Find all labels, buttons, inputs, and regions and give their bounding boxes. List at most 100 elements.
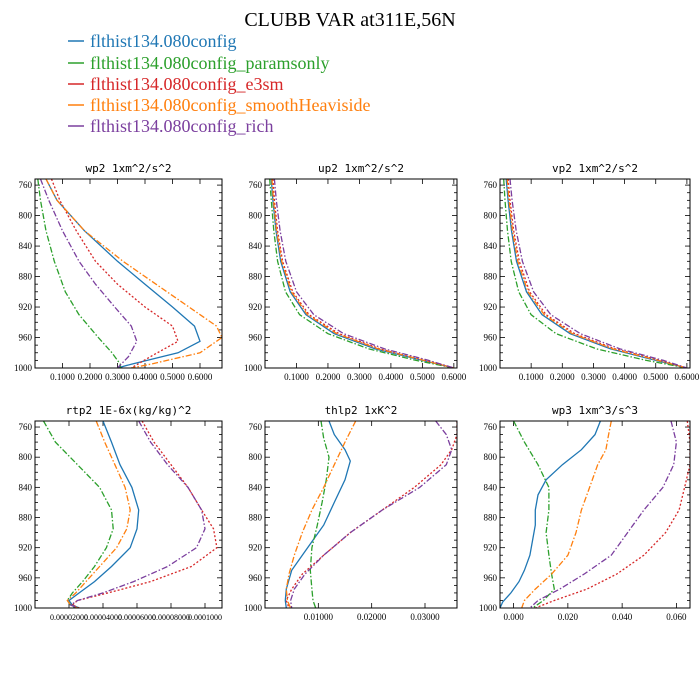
y-tick-label: 960 [19, 333, 33, 343]
x-tick-label: 0.5000 [160, 372, 185, 382]
x-tick-label: 0.000 [503, 612, 524, 622]
series-line-3 [506, 179, 688, 368]
y-tick-label: 1000 [479, 603, 498, 613]
y-tick-label: 840 [484, 482, 498, 492]
panel-title: wp2 1xm^2/s^2 [85, 162, 171, 175]
y-tick-label: 800 [484, 452, 498, 462]
series-line-0 [284, 421, 351, 608]
panel-2: vp2 1xm^2/s^2 760 800 840 880 920 960 1000 0.100… [479, 162, 700, 382]
series-line-2 [50, 179, 179, 368]
y-tick-label: 1000 [244, 603, 263, 613]
y-tick-label: 920 [249, 302, 263, 312]
x-tick-label: 0.060 [666, 612, 687, 622]
x-tick-label: 0.6000 [188, 372, 213, 382]
y-tick-label: 880 [19, 513, 33, 523]
panel-title: wp3 1xm^3/s^3 [552, 404, 638, 417]
x-tick-label: 0.1000 [50, 372, 75, 382]
y-tick-label: 760 [19, 422, 33, 432]
panel-frame [34, 420, 223, 609]
y-tick-label: 960 [484, 333, 498, 343]
figure-title: CLUBB VAR at311E,56N [244, 9, 455, 31]
series-line-1 [513, 421, 555, 608]
panel-frame [264, 178, 458, 369]
series-line-0 [270, 179, 455, 368]
legend-label-4: flthist134.080config_rich [90, 116, 273, 136]
panel-0: wp2 1xm^2/s^2 760 800 840 880 920 960 1000 0.100… [14, 162, 223, 382]
y-tick-label: 960 [19, 573, 33, 583]
series-line-3 [66, 421, 131, 608]
y-tick-label: 840 [19, 241, 33, 251]
y-tick-label: 920 [249, 543, 263, 553]
y-tick-label: 800 [19, 452, 33, 462]
y-tick-label: 760 [249, 422, 263, 432]
series-line-1 [37, 179, 121, 368]
panel-title: thlp2 1xK^2 [325, 404, 398, 417]
panel-1: up2 1xm^2/s^2 760 800 840 880 920 960 1000 0.100… [244, 162, 467, 382]
panel-5: wp3 1xm^3/s^3 760 800 840 880 920 960 1000 0.000… [479, 404, 691, 622]
x-tick-label: 0.2000 [550, 372, 575, 382]
x-tick-label: 0.03000 [410, 612, 440, 622]
y-tick-label: 800 [484, 211, 498, 221]
y-tick-label: 920 [19, 543, 33, 553]
y-tick-label: 880 [249, 272, 263, 282]
y-tick-label: 1000 [244, 363, 263, 373]
y-tick-label: 960 [249, 573, 263, 583]
y-tick-label: 840 [249, 482, 263, 492]
x-tick-label: 0.00002000 [50, 613, 88, 622]
panels-group: wp2 1xm^2/s^2 760 800 840 880 920 960 1000 0.100… [14, 162, 700, 622]
x-tick-label: 0.1000 [284, 372, 309, 382]
x-tick-label: 0.1000 [519, 372, 544, 382]
legend-label-0: flthist134.080config [90, 31, 237, 51]
y-tick-label: 920 [484, 302, 498, 312]
series-line-4 [289, 421, 453, 608]
panel-frame [264, 420, 458, 609]
series-line-1 [503, 179, 688, 368]
panel-title: vp2 1xm^2/s^2 [552, 162, 638, 175]
series-line-4 [509, 179, 688, 368]
series-line-3 [45, 179, 222, 368]
panel-3: rtp2 1E-6x(kg/kg)^2 760 800 840 880 920 960 100… [14, 404, 223, 622]
y-tick-label: 800 [249, 452, 263, 462]
y-tick-label: 880 [484, 272, 498, 282]
legend-label-1: flthist134.080config_paramsonly [90, 53, 329, 73]
series-line-3 [521, 421, 612, 608]
x-tick-label: 0.3000 [581, 372, 606, 382]
x-tick-label: 0.6000 [675, 372, 700, 382]
x-tick-label: 0.00004000 [84, 613, 122, 622]
legend-label-3: flthist134.080config_smoothHeaviside [90, 95, 370, 115]
y-tick-label: 840 [249, 241, 263, 251]
y-tick-label: 1000 [14, 603, 33, 613]
series-line-3 [285, 421, 357, 608]
y-tick-label: 760 [249, 180, 263, 190]
series-line-4 [39, 179, 138, 368]
panel-title: rtp2 1E-6x(kg/kg)^2 [66, 404, 192, 417]
x-tick-label: 0.5000 [643, 372, 668, 382]
legend: flthist134.080config flthist134.080confi… [68, 31, 370, 136]
y-tick-label: 760 [484, 180, 498, 190]
series-line-2 [272, 179, 455, 368]
series-line-1 [269, 179, 455, 368]
series-line-0 [68, 421, 140, 608]
series-line-1 [42, 421, 114, 608]
y-tick-label: 960 [249, 333, 263, 343]
x-tick-label: 0.4000 [612, 372, 637, 382]
x-tick-label: 0.3000 [347, 372, 372, 382]
y-tick-label: 1000 [14, 363, 33, 373]
y-tick-label: 920 [19, 302, 33, 312]
y-tick-label: 840 [19, 482, 33, 492]
y-tick-label: 800 [19, 211, 33, 221]
legend-label-2: flthist134.080config_e3sm [90, 74, 283, 94]
y-tick-label: 1000 [479, 363, 498, 373]
y-tick-label: 960 [484, 573, 498, 583]
x-tick-label: 0.3000 [105, 372, 130, 382]
y-tick-label: 760 [19, 180, 33, 190]
x-tick-label: 0.0001000 [188, 613, 222, 622]
x-tick-label: 0.040 [612, 612, 633, 622]
x-tick-label: 0.6000 [441, 372, 466, 382]
series-line-4 [529, 421, 678, 608]
y-tick-label: 760 [484, 422, 498, 432]
series-line-1 [309, 421, 330, 608]
series-line-4 [273, 179, 455, 368]
panel-frame [499, 178, 691, 369]
